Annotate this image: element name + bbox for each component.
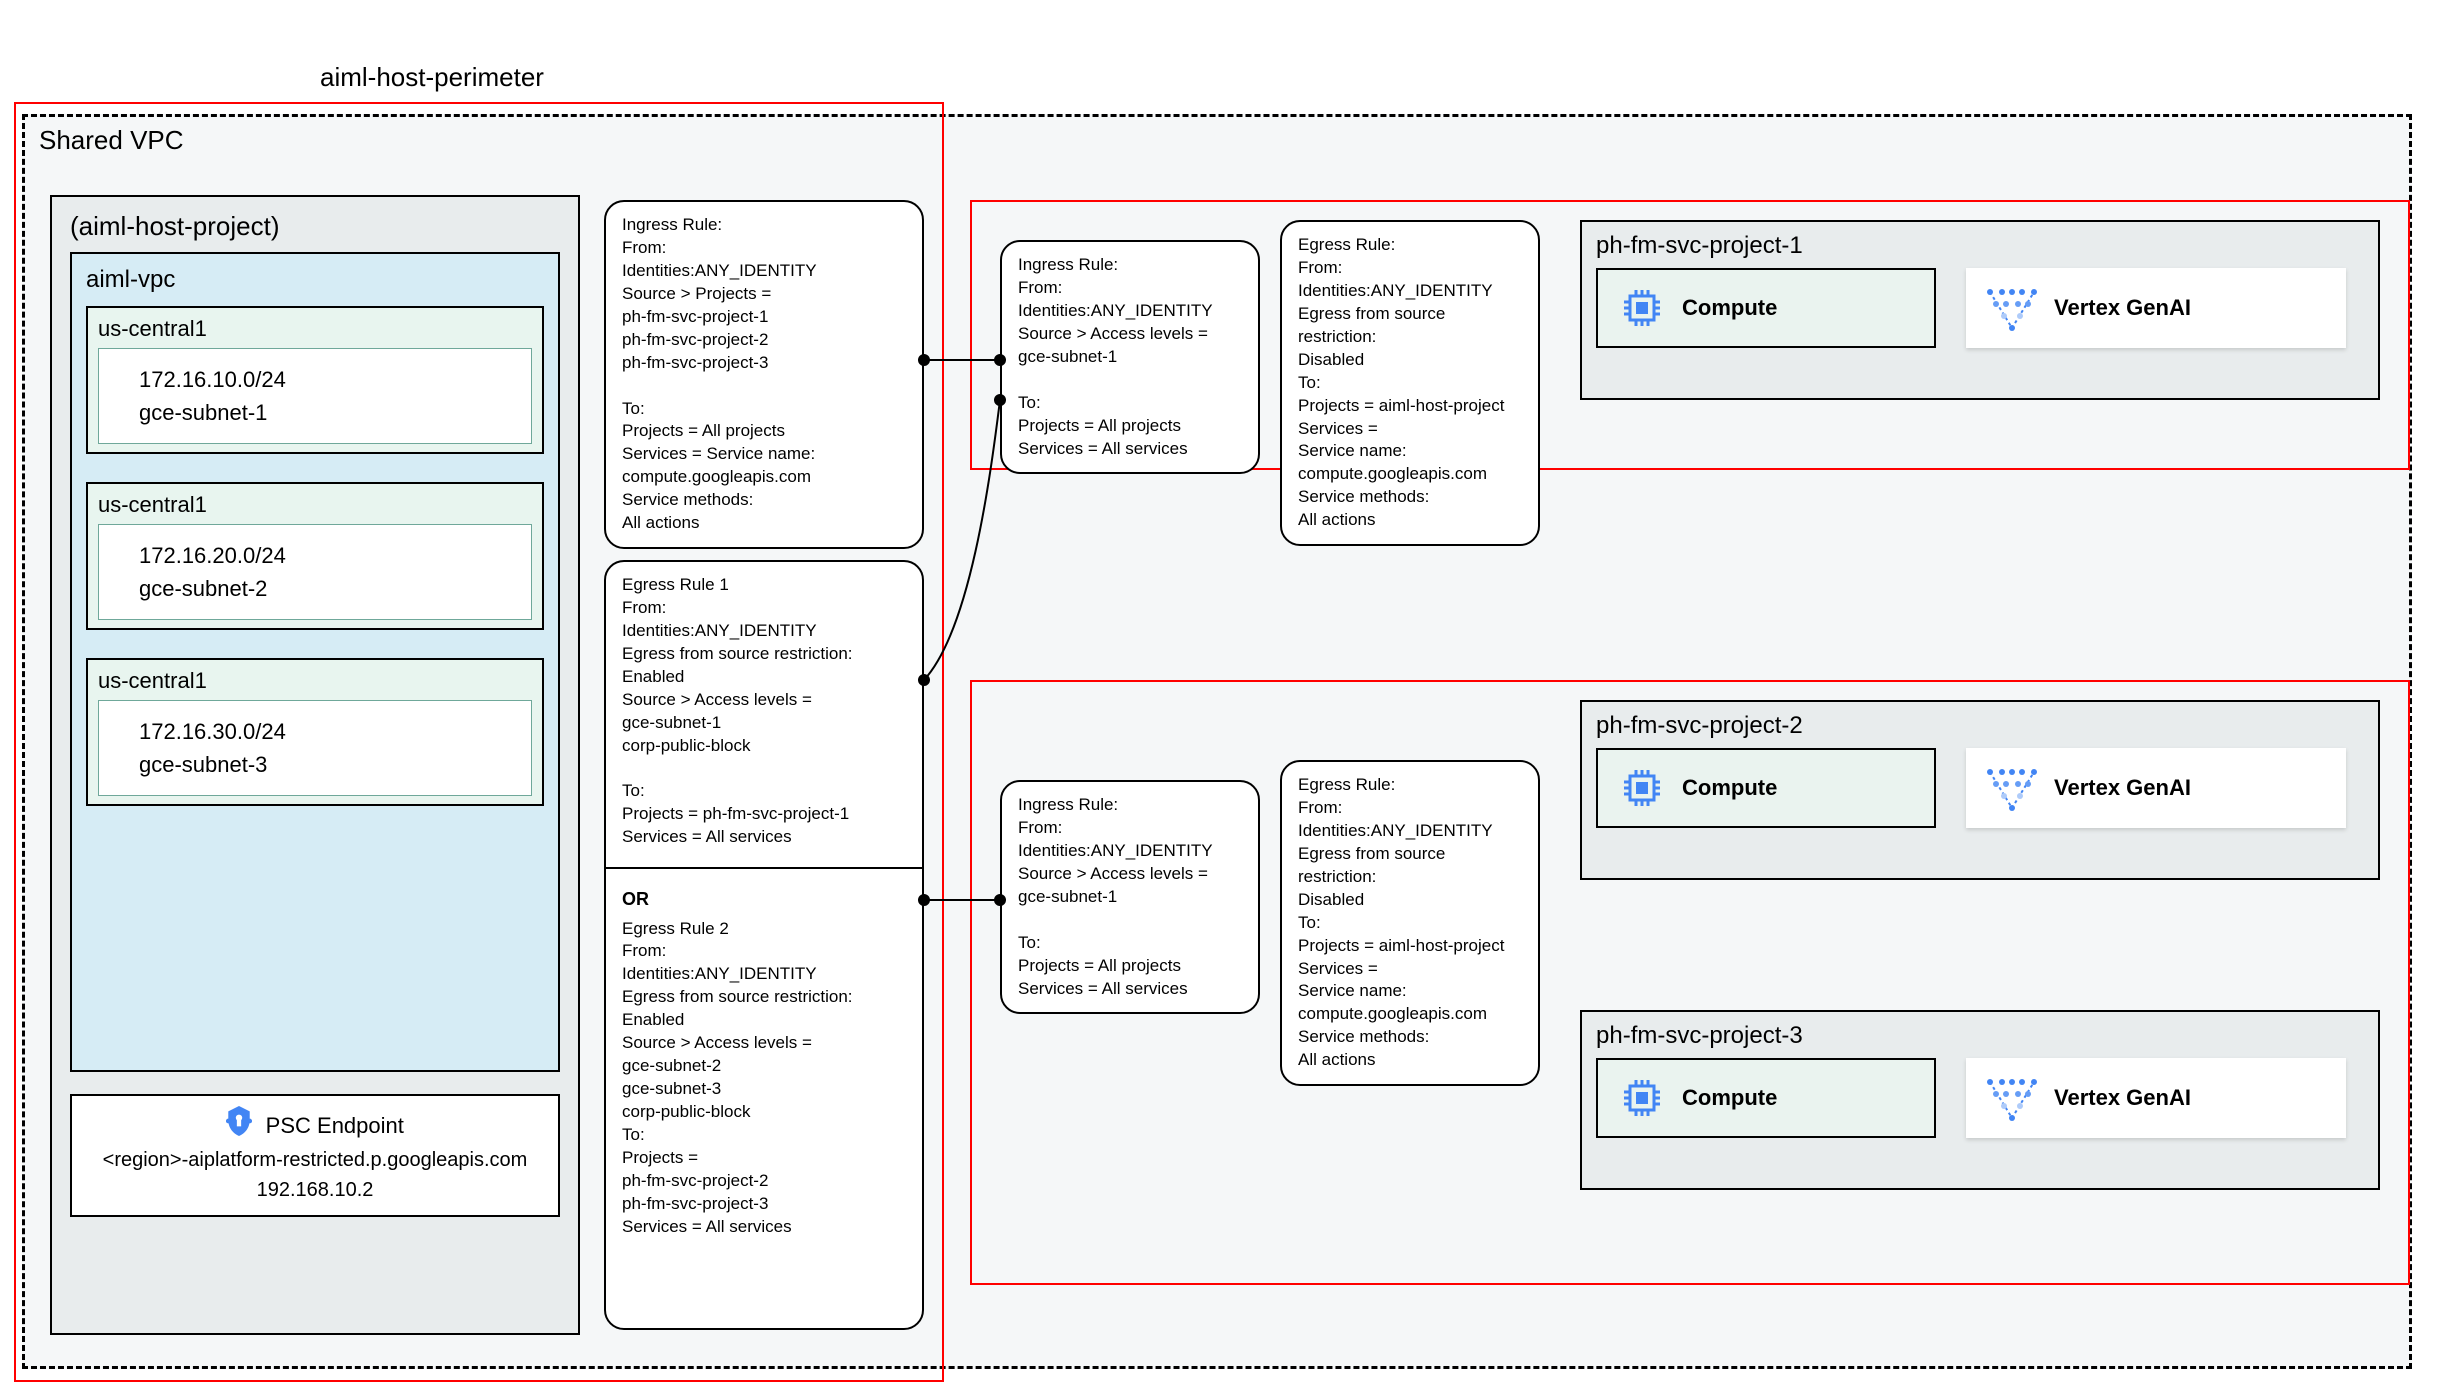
vertex-card: Vertex GenAI [1966, 268, 2346, 348]
subnet-name: gce-subnet-1 [139, 396, 491, 429]
vertex-icon [1986, 284, 2038, 332]
subnet-inner: 172.16.30.0/24 gce-subnet-3 [98, 700, 532, 796]
rule-text: Egress Rule: From: Identities:ANY_IDENTI… [1298, 234, 1522, 532]
vertex-card: Vertex GenAI [1966, 748, 2346, 828]
rule-ingress-host: Ingress Rule: From: Identities:ANY_IDENT… [604, 200, 924, 549]
rule-ingress-low: Ingress Rule: From: Identities:ANY_IDENT… [1000, 780, 1260, 1014]
vertex-label: Vertex GenAI [2054, 295, 2191, 321]
rule-text: Egress Rule 1 From: Identities:ANY_IDENT… [622, 574, 906, 849]
compute-label: Compute [1682, 1085, 1777, 1111]
vertex-icon [1986, 1074, 2038, 1122]
vertex-card: Vertex GenAI [1966, 1058, 2346, 1138]
host-project-box: (aiml-host-project) aiml-vpc us-central1… [50, 195, 580, 1335]
subnet-name: gce-subnet-3 [139, 748, 491, 781]
subnet-region: us-central1 [98, 668, 532, 694]
compute-icon [1618, 764, 1666, 812]
shield-icon [226, 1106, 252, 1145]
subnet-region: us-central1 [98, 316, 532, 342]
compute-card: Compute [1596, 1058, 1936, 1138]
psc-host: <region>-aiplatform-restricted.p.googlea… [84, 1145, 546, 1175]
vpc-box: aiml-vpc us-central1 172.16.10.0/24 gce-… [70, 252, 560, 1072]
subnet-3: us-central1 172.16.30.0/24 gce-subnet-3 [86, 658, 544, 806]
subnet-2: us-central1 172.16.20.0/24 gce-subnet-2 [86, 482, 544, 630]
vertex-icon [1986, 764, 2038, 812]
rule-text: Egress Rule 2 From: Identities:ANY_IDENT… [622, 918, 906, 1239]
rule-egress-low: Egress Rule: From: Identities:ANY_IDENTI… [1280, 760, 1540, 1086]
subnet-region: us-central1 [98, 492, 532, 518]
psc-ip: 192.168.10.2 [84, 1175, 546, 1205]
project-title: ph-fm-svc-project-3 [1596, 1022, 2364, 1050]
project-1-box: ph-fm-svc-project-1 Compute [1580, 220, 2380, 400]
vertex-label: Vertex GenAI [2054, 1085, 2191, 1111]
perimeter-label-host: aiml-host-perimeter [320, 62, 544, 93]
subnet-inner: 172.16.20.0/24 gce-subnet-2 [98, 524, 532, 620]
compute-icon [1618, 284, 1666, 332]
compute-label: Compute [1682, 295, 1777, 321]
compute-icon [1618, 1074, 1666, 1122]
or-label: OR [622, 887, 906, 911]
subnet-1: us-central1 172.16.10.0/24 gce-subnet-1 [86, 306, 544, 454]
rule-egress-high: Egress Rule: From: Identities:ANY_IDENTI… [1280, 220, 1540, 546]
psc-endpoint-box: PSC Endpoint <region>-aiplatform-restric… [70, 1094, 560, 1217]
project-3-box: ph-fm-svc-project-3 Compute [1580, 1010, 2380, 1190]
compute-label: Compute [1682, 775, 1777, 801]
subnet-name: gce-subnet-2 [139, 572, 491, 605]
host-project-title: (aiml-host-project) [70, 211, 560, 242]
subnet-cidr: 172.16.30.0/24 [139, 715, 491, 748]
compute-card: Compute [1596, 748, 1936, 828]
rule-egress-pair: Egress Rule 1 From: Identities:ANY_IDENT… [604, 560, 924, 1330]
subnet-cidr: 172.16.10.0/24 [139, 363, 491, 396]
subnet-cidr: 172.16.20.0/24 [139, 539, 491, 572]
rule-text: Egress Rule: From: Identities:ANY_IDENTI… [1298, 774, 1522, 1072]
compute-card: Compute [1596, 268, 1936, 348]
rule-text: Ingress Rule: From: Identities:ANY_IDENT… [1018, 254, 1242, 460]
vertex-label: Vertex GenAI [2054, 775, 2191, 801]
subnet-inner: 172.16.10.0/24 gce-subnet-1 [98, 348, 532, 444]
rule-text: Ingress Rule: From: Identities:ANY_IDENT… [622, 214, 906, 535]
rule-text: Ingress Rule: From: Identities:ANY_IDENT… [1018, 794, 1242, 1000]
psc-title: PSC Endpoint [266, 1109, 404, 1142]
project-2-box: ph-fm-svc-project-2 Compute [1580, 700, 2380, 880]
rule-ingress-high: Ingress Rule: From: Identities:ANY_IDENT… [1000, 240, 1260, 474]
vpc-title: aiml-vpc [86, 266, 544, 294]
project-title: ph-fm-svc-project-2 [1596, 712, 2364, 740]
project-title: ph-fm-svc-project-1 [1596, 232, 2364, 260]
